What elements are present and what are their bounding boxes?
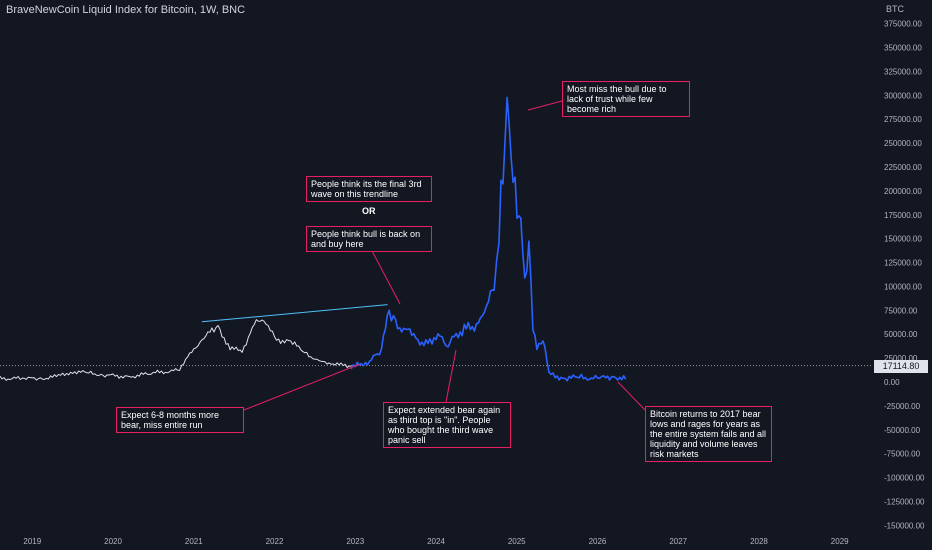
x-tick-label: 2024 bbox=[427, 537, 445, 546]
note-bear-6-8[interactable]: Expect 6-8 months more bear, miss entire… bbox=[116, 407, 244, 433]
y-tick-label: 0.00 bbox=[884, 378, 900, 387]
y-tick-label: 200000.00 bbox=[884, 187, 922, 196]
x-tick-label: 2019 bbox=[23, 537, 41, 546]
y-tick-label: -75000.00 bbox=[884, 450, 921, 459]
y-tick-label: 175000.00 bbox=[884, 211, 922, 220]
x-axis[interactable]: 2019 2020 2021 2022 2023 2024 2025 2026 2027 2028… bbox=[23, 537, 849, 546]
x-tick-label: 2020 bbox=[104, 537, 122, 546]
x-tick-label: 2022 bbox=[266, 537, 284, 546]
note-final-wave[interactable]: People think its the final 3rd wave on t… bbox=[306, 176, 432, 202]
leader-bear-6-8 bbox=[243, 363, 361, 411]
y-tick-label: -150000.00 bbox=[884, 521, 925, 530]
x-tick-label: 2021 bbox=[185, 537, 203, 546]
x-tick-label: 2023 bbox=[346, 537, 364, 546]
series-layer bbox=[0, 96, 627, 382]
leader-bull-back bbox=[369, 246, 401, 305]
y-tick-label: 350000.00 bbox=[884, 43, 922, 52]
x-tick-label: 2025 bbox=[508, 537, 526, 546]
note-top[interactable]: Most miss the bull due to lack of trust … bbox=[562, 81, 690, 117]
y-tick-label: 325000.00 bbox=[884, 67, 922, 76]
series-trendline bbox=[201, 304, 388, 323]
chart-title: BraveNewCoin Liquid Index for Bitcoin, 1… bbox=[6, 4, 246, 16]
series-history-line bbox=[0, 319, 352, 381]
y-tick-label: 300000.00 bbox=[884, 91, 922, 100]
y-tick-label: 150000.00 bbox=[884, 235, 922, 244]
note-bull-back[interactable]: People think bull is back on and buy her… bbox=[306, 226, 432, 252]
y-tick-label: 375000.00 bbox=[884, 20, 922, 29]
y-tick-label: 25000.00 bbox=[884, 354, 918, 363]
y-tick-label: 75000.00 bbox=[884, 306, 918, 315]
y-tick-label: 250000.00 bbox=[884, 139, 922, 148]
y-tick-label: -100000.00 bbox=[884, 474, 925, 483]
y-tick-label: 125000.00 bbox=[884, 259, 922, 268]
leader-extended-bear bbox=[445, 349, 457, 403]
y-tick-label: 50000.00 bbox=[884, 330, 918, 339]
currency-label: BTC bbox=[886, 4, 904, 14]
y-axis[interactable]: 375000.00 350000.00 325000.00 300000.00 2750… bbox=[884, 20, 925, 531]
y-tick-label: 100000.00 bbox=[884, 282, 922, 291]
leader-top bbox=[527, 100, 563, 111]
current-price-tag: 17114.80 bbox=[874, 360, 928, 373]
x-tick-label: 2027 bbox=[669, 537, 687, 546]
x-tick-label: 2029 bbox=[831, 537, 849, 546]
note-returns-2017[interactable]: Bitcoin returns to 2017 bear lows and ra… bbox=[645, 406, 772, 462]
series-projection-line bbox=[350, 96, 627, 382]
x-tick-label: 2026 bbox=[589, 537, 607, 546]
note-extended-bear[interactable]: Expect extended bear again as third top … bbox=[383, 402, 511, 448]
annotation-leaders bbox=[243, 100, 646, 411]
y-tick-label: 275000.00 bbox=[884, 115, 922, 124]
y-tick-label: 225000.00 bbox=[884, 163, 922, 172]
or-label: OR bbox=[362, 206, 376, 216]
leader-returns-2017 bbox=[617, 381, 646, 411]
y-tick-label: -125000.00 bbox=[884, 498, 925, 507]
y-tick-label: -50000.00 bbox=[884, 426, 921, 435]
y-tick-label: -25000.00 bbox=[884, 402, 921, 411]
x-tick-label: 2028 bbox=[750, 537, 768, 546]
